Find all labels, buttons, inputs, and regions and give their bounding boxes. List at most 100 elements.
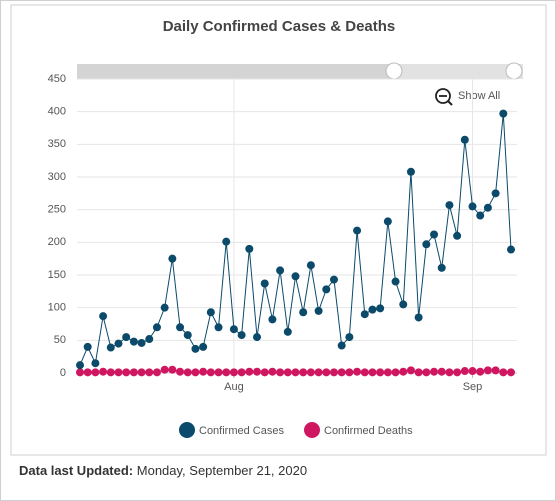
data-point xyxy=(476,211,485,220)
data-point xyxy=(76,368,84,377)
data-point xyxy=(476,367,485,376)
data-point xyxy=(191,368,200,377)
data-point xyxy=(337,341,346,350)
range-selection xyxy=(77,64,394,79)
footer-label: Data last Updated: xyxy=(19,463,134,478)
data-point xyxy=(114,368,123,377)
data-point xyxy=(260,279,269,288)
data-point xyxy=(499,368,508,377)
slider-handle[interactable] xyxy=(505,62,523,80)
data-point xyxy=(152,368,161,377)
data-point xyxy=(430,367,439,376)
data-point xyxy=(206,368,215,377)
data-point xyxy=(329,275,338,284)
data-point xyxy=(183,331,192,340)
data-point xyxy=(237,368,246,377)
data-point xyxy=(191,344,200,353)
y-tick-label: 0 xyxy=(60,367,66,379)
data-point xyxy=(276,368,285,377)
data-point xyxy=(137,368,146,377)
y-tick-label: 300 xyxy=(48,171,66,183)
data-point xyxy=(83,342,92,351)
chart-frame xyxy=(10,4,547,456)
data-point xyxy=(245,367,254,376)
data-point xyxy=(160,303,169,312)
data-point xyxy=(176,323,185,332)
y-tick-label: 250 xyxy=(48,204,66,216)
data-point xyxy=(122,368,131,377)
y-tick-label: 100 xyxy=(48,302,66,314)
data-point xyxy=(99,312,108,321)
data-point xyxy=(145,335,154,344)
data-point xyxy=(483,203,492,212)
legend-label[interactable]: Confirmed Cases xyxy=(199,425,284,437)
data-point xyxy=(383,368,392,377)
data-point xyxy=(499,109,508,118)
data-point xyxy=(468,202,477,211)
data-point xyxy=(414,368,423,377)
y-tick-label: 400 xyxy=(48,106,66,118)
data-point xyxy=(206,308,215,317)
data-point xyxy=(229,368,238,377)
y-tick-label: 50 xyxy=(54,334,66,346)
data-point xyxy=(453,231,462,240)
data-point xyxy=(422,240,431,249)
slider-handle[interactable] xyxy=(385,62,403,80)
data-point xyxy=(245,244,254,253)
data-point xyxy=(122,333,131,342)
data-point xyxy=(437,367,446,376)
data-point xyxy=(91,368,100,377)
data-point xyxy=(199,367,208,376)
data-point xyxy=(91,359,100,368)
data-point xyxy=(160,365,169,374)
legend-marker[interactable] xyxy=(179,422,195,438)
data-point xyxy=(299,368,308,377)
data-point xyxy=(353,367,362,376)
footer: Data last Updated: Monday, September 21,… xyxy=(19,463,307,478)
data-point xyxy=(176,367,185,376)
data-point xyxy=(168,254,177,263)
data-point xyxy=(114,339,123,348)
show-all-button[interactable]: Show All xyxy=(435,88,500,106)
data-point xyxy=(491,189,500,198)
data-point xyxy=(453,368,462,377)
data-point xyxy=(406,366,415,375)
data-point xyxy=(137,338,146,347)
legend-marker[interactable] xyxy=(304,422,320,438)
data-point xyxy=(468,367,477,376)
data-point xyxy=(399,367,408,376)
data-point xyxy=(360,310,369,319)
data-point xyxy=(422,368,431,377)
data-point xyxy=(391,368,400,377)
legend-label[interactable]: Confirmed Deaths xyxy=(324,425,413,437)
chart-title: Daily Confirmed Cases & Deaths xyxy=(163,18,396,35)
data-point xyxy=(368,368,377,377)
data-point xyxy=(322,285,331,294)
data-point xyxy=(329,368,338,377)
data-point xyxy=(291,272,300,281)
data-point xyxy=(345,368,354,377)
y-tick-label: 450 xyxy=(48,73,66,85)
data-point xyxy=(306,261,315,270)
data-point xyxy=(99,367,108,376)
data-point xyxy=(376,304,385,313)
data-point xyxy=(445,201,454,210)
data-point xyxy=(414,313,423,322)
data-point xyxy=(314,306,323,315)
y-tick-label: 350 xyxy=(48,138,66,150)
data-point xyxy=(276,266,285,275)
y-tick-label: 200 xyxy=(48,236,66,248)
data-point xyxy=(491,366,500,375)
data-point xyxy=(283,327,292,336)
chart: Daily Confirmed Cases & Deaths Show All … xyxy=(10,4,547,456)
show-all-label[interactable]: Show All xyxy=(458,90,500,102)
data-point xyxy=(445,368,454,377)
data-point xyxy=(391,277,400,286)
data-point xyxy=(83,368,92,377)
data-point xyxy=(507,368,515,377)
data-point xyxy=(376,368,385,377)
data-point xyxy=(214,323,223,332)
data-point xyxy=(260,368,269,377)
data-point xyxy=(322,368,331,377)
